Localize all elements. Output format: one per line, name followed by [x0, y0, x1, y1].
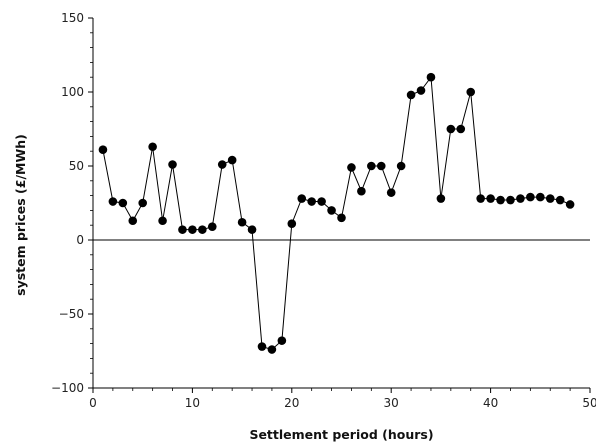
data-point — [555, 195, 565, 205]
x-tick-label: 0 — [89, 396, 97, 410]
x-tick-label: 10 — [185, 396, 200, 410]
y-tick-label: 100 — [61, 85, 84, 99]
data-point — [327, 206, 336, 215]
x-tick-label: 50 — [582, 396, 596, 410]
data-point — [446, 124, 456, 134]
x-tick-label: 40 — [483, 396, 498, 410]
data-point — [386, 188, 396, 197]
data-point — [198, 225, 207, 234]
data-point — [376, 161, 386, 171]
data-point — [98, 145, 108, 155]
data-point — [526, 192, 535, 202]
data-point — [148, 142, 157, 152]
data-point — [108, 197, 118, 206]
data-point — [158, 216, 167, 226]
data-point — [168, 160, 177, 169]
data-point — [496, 195, 505, 205]
data-point — [357, 186, 366, 196]
data-point — [287, 219, 297, 229]
data-point — [406, 90, 416, 100]
data-point — [456, 124, 466, 134]
data-point — [118, 198, 128, 208]
data-point — [486, 194, 495, 203]
data-point — [277, 336, 287, 345]
data-point — [297, 194, 307, 203]
y-axis-title: system prices (£/MWh) — [13, 134, 28, 296]
x-axis-title: Settlement period (hours) — [249, 427, 433, 442]
data-point — [506, 195, 515, 205]
data-point — [565, 200, 575, 209]
data-point — [178, 225, 187, 234]
x-axis-ticks: 0 10 20 30 40 50 — [89, 388, 596, 410]
data-point — [237, 217, 247, 227]
data-point — [267, 345, 277, 354]
data-point — [307, 197, 316, 206]
data-point — [317, 197, 326, 206]
data-point — [545, 194, 555, 203]
data-point — [367, 161, 376, 171]
data-point — [426, 72, 436, 82]
y-tick-label: 150 — [61, 11, 84, 25]
y-tick-label: −100 — [51, 381, 84, 395]
y-tick-label: 50 — [69, 159, 84, 173]
data-point — [516, 194, 525, 203]
x-tick-label: 20 — [284, 396, 299, 410]
data-point — [188, 225, 197, 234]
data-point — [207, 222, 217, 231]
data-point — [337, 213, 346, 223]
data-point — [476, 194, 485, 203]
data-points — [98, 72, 575, 354]
data-point — [396, 161, 406, 171]
x-tick-label: 30 — [384, 396, 399, 410]
y-axis-ticks: −100 −50 0 50 100 150 — [51, 11, 93, 395]
data-point — [247, 225, 257, 234]
y-tick-label: −50 — [59, 307, 84, 321]
data-point — [347, 163, 356, 172]
data-point — [257, 342, 267, 351]
data-point — [227, 155, 237, 165]
data-point — [416, 86, 426, 95]
y-tick-label: 0 — [76, 233, 84, 247]
data-point — [436, 194, 446, 203]
series-line — [102, 75, 571, 351]
data-point — [138, 198, 147, 208]
data-point — [217, 160, 227, 169]
data-point — [128, 216, 138, 226]
data-point — [466, 87, 476, 97]
data-point — [536, 192, 545, 202]
